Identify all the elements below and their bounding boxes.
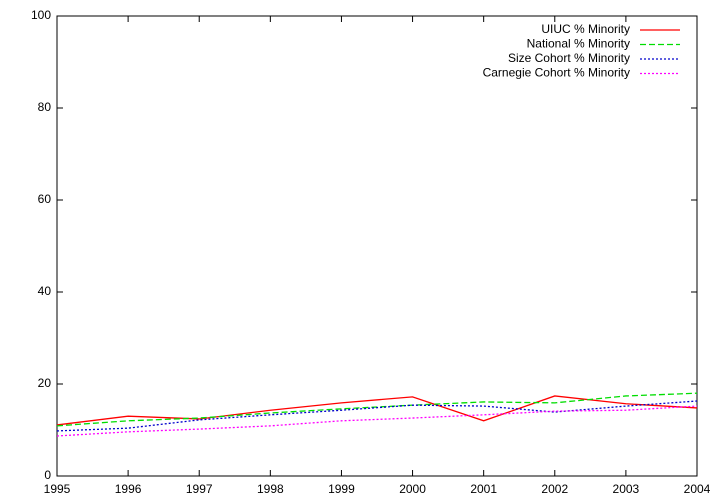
legend-label: UIUC % Minority <box>541 22 630 36</box>
y-tick-label: 100 <box>31 8 51 22</box>
x-tick-label: 1997 <box>186 482 213 496</box>
legend-label: Carnegie Cohort % Minority <box>483 66 630 80</box>
legend-label: Size Cohort % Minority <box>508 51 630 65</box>
x-tick-label: 2004 <box>684 482 711 496</box>
y-tick-label: 60 <box>38 192 52 206</box>
series-line <box>56 405 698 437</box>
x-tick-label: 1995 <box>44 482 71 496</box>
legend-label: National % Minority <box>527 37 630 51</box>
y-tick-label: 20 <box>38 376 52 390</box>
series-line <box>56 392 698 427</box>
x-tick-label: 2002 <box>541 482 568 496</box>
plot-frame <box>56 15 698 477</box>
y-tick-label: 80 <box>38 100 52 114</box>
y-tick-label: 40 <box>38 284 52 298</box>
x-tick-label: 1998 <box>257 482 284 496</box>
x-tick-label: 1999 <box>328 482 355 496</box>
x-tick-label: 2000 <box>399 482 426 496</box>
x-tick-label: 2001 <box>470 482 497 496</box>
x-tick-label: 2003 <box>613 482 640 496</box>
x-tick-label: 1996 <box>115 482 142 496</box>
series-line <box>56 400 698 432</box>
y-tick-label: 0 <box>44 468 51 482</box>
